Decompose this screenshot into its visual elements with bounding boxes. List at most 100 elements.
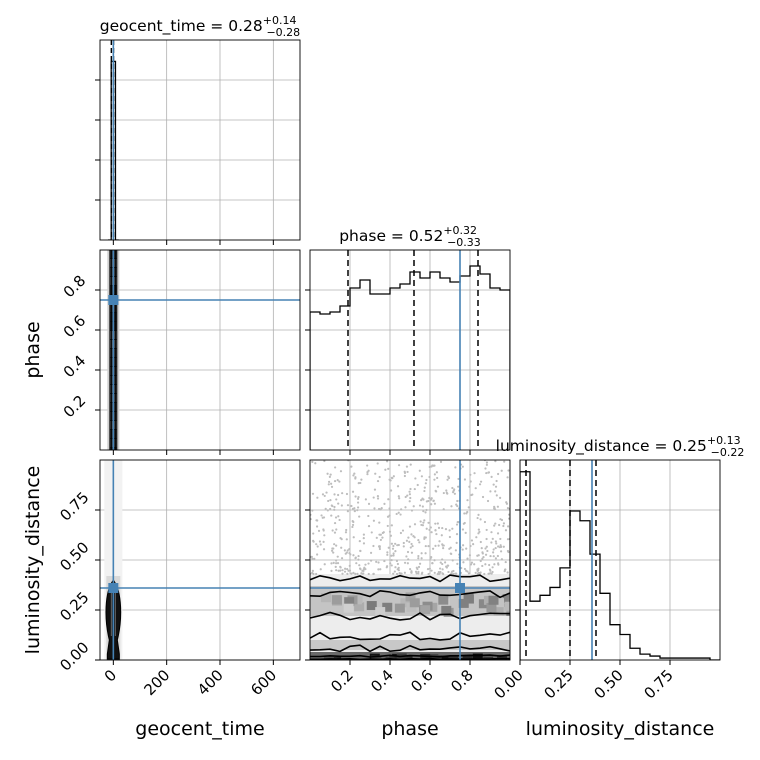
scatter-point bbox=[506, 506, 510, 510]
scatter-point bbox=[410, 509, 414, 512]
scatter-point bbox=[494, 540, 497, 543]
scatter-point bbox=[336, 562, 340, 565]
scatter-point bbox=[382, 531, 385, 534]
scatter-point bbox=[452, 572, 455, 575]
scatter-point bbox=[419, 520, 422, 523]
scatter-point bbox=[479, 559, 482, 563]
scatter-point bbox=[437, 544, 440, 547]
scatter-point bbox=[392, 552, 395, 555]
scatter-point bbox=[481, 564, 484, 568]
scatter-point bbox=[354, 495, 357, 498]
scatter-point bbox=[363, 566, 366, 569]
scatter-point bbox=[327, 499, 330, 503]
scatter-point bbox=[311, 492, 315, 495]
scatter-point bbox=[432, 464, 435, 467]
scatter-point bbox=[446, 564, 449, 567]
scatter-point bbox=[388, 507, 391, 510]
scatter-point bbox=[433, 571, 436, 574]
scatter-point bbox=[454, 549, 457, 552]
scatter-point bbox=[321, 493, 325, 496]
scatter-point bbox=[333, 479, 337, 483]
scatter-point bbox=[466, 557, 469, 560]
scatter-point bbox=[362, 533, 365, 536]
scatter-point bbox=[352, 536, 355, 539]
scatter-point bbox=[442, 572, 445, 576]
scatter-point bbox=[466, 570, 469, 573]
scatter-point bbox=[425, 508, 428, 512]
scatter-point bbox=[315, 572, 318, 576]
scatter-point bbox=[337, 493, 340, 497]
scatter-point bbox=[408, 525, 412, 528]
scatter-point bbox=[493, 524, 496, 527]
scatter-point bbox=[332, 551, 335, 554]
scatter-point bbox=[456, 562, 459, 565]
density-bin bbox=[382, 602, 393, 612]
scatter-point bbox=[422, 498, 425, 501]
scatter-point bbox=[394, 566, 397, 569]
scatter-point bbox=[335, 528, 338, 531]
scatter-point bbox=[424, 511, 427, 514]
scatter-point bbox=[341, 492, 344, 495]
scatter-point bbox=[390, 559, 393, 562]
scatter-point bbox=[375, 560, 378, 563]
scatter-point bbox=[461, 465, 464, 468]
density-bin bbox=[497, 655, 508, 660]
scatter-point bbox=[326, 509, 329, 512]
x-axis-label-luminosity-distance: luminosity_distance bbox=[526, 718, 715, 740]
scatter-point bbox=[390, 542, 394, 545]
scatter-point bbox=[319, 543, 322, 546]
scatter-point bbox=[310, 555, 313, 558]
scatter-point bbox=[507, 550, 510, 554]
scatter-point bbox=[420, 499, 423, 502]
scatter-point bbox=[469, 563, 473, 566]
scatter-point bbox=[407, 558, 410, 561]
density-bin bbox=[420, 605, 431, 615]
scatter-point bbox=[412, 534, 415, 538]
scatter-point bbox=[489, 490, 492, 493]
scatter-point bbox=[403, 474, 406, 478]
scatter-point bbox=[457, 477, 460, 481]
scatter-point bbox=[481, 495, 485, 499]
scatter-point bbox=[430, 556, 433, 559]
y-tick-label-luminosity-distance: 0.50 bbox=[56, 538, 92, 574]
scatter-point bbox=[413, 487, 416, 491]
scatter-point bbox=[465, 547, 468, 550]
scatter-point bbox=[430, 503, 433, 506]
scatter-point bbox=[329, 499, 332, 502]
scatter-point bbox=[480, 547, 483, 550]
scatter-point bbox=[496, 554, 499, 558]
scatter-point bbox=[317, 529, 321, 532]
scatter-point bbox=[482, 555, 485, 559]
scatter-point bbox=[389, 534, 393, 537]
scatter-point bbox=[455, 523, 459, 526]
scatter-point bbox=[446, 478, 449, 481]
scatter-point bbox=[430, 569, 433, 572]
scatter-point bbox=[456, 499, 459, 503]
scatter-point bbox=[500, 545, 503, 548]
scatter-point bbox=[447, 570, 450, 574]
scatter-point bbox=[494, 460, 497, 463]
scatter-point bbox=[397, 543, 400, 547]
scatter-point bbox=[316, 519, 319, 522]
scatter-point bbox=[326, 472, 329, 475]
scatter-point bbox=[442, 546, 445, 550]
scatter-point bbox=[420, 552, 423, 555]
scatter-point bbox=[409, 546, 412, 549]
density-bin bbox=[431, 655, 442, 660]
scatter-point bbox=[481, 551, 484, 554]
density-bin bbox=[504, 601, 510, 611]
geocent-phase-2d bbox=[100, 250, 300, 450]
scatter-point bbox=[367, 502, 371, 505]
scatter-point bbox=[421, 524, 425, 527]
scatter-point bbox=[468, 554, 472, 557]
density-bin bbox=[366, 601, 377, 611]
scatter-point bbox=[340, 504, 343, 507]
scatter-point bbox=[478, 530, 481, 533]
scatter-point bbox=[409, 463, 412, 466]
density-bin bbox=[354, 602, 365, 612]
scatter-point bbox=[378, 547, 381, 551]
scatter-point bbox=[319, 568, 322, 571]
scatter-point bbox=[505, 501, 508, 504]
scatter-point bbox=[466, 499, 469, 502]
scatter-point bbox=[492, 555, 495, 558]
